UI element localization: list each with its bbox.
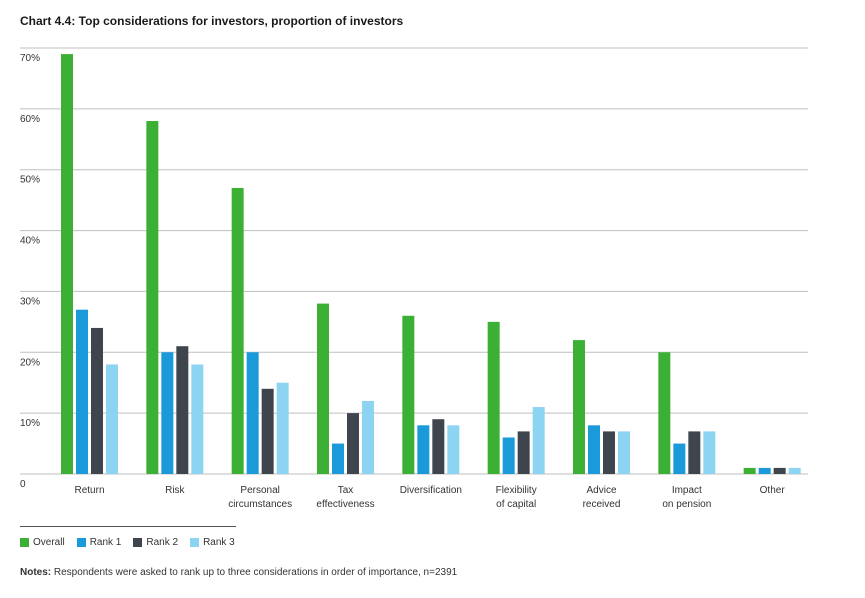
x-tick-label: Other	[760, 485, 786, 496]
legend-swatch-rank1	[76, 538, 86, 547]
x-tick-label-line: Return	[74, 485, 104, 496]
x-tick-label-line: effectiveness	[316, 499, 374, 510]
y-tick-label: 0	[20, 479, 26, 490]
x-tick-label: Advice received	[583, 485, 621, 510]
x-tick-label-line: of capital	[496, 499, 536, 510]
x-tick-label: Return	[74, 485, 104, 496]
legend-item-rank3: Rank 3	[190, 537, 235, 548]
bar-rank2-1	[176, 346, 189, 474]
x-tick-label-line: Other	[760, 485, 786, 496]
x-tick-label-line: circumstances	[228, 499, 292, 510]
x-axis-labels: Return Risk Personal circumstances Tax effect…	[74, 485, 785, 510]
bar-rank1-2	[246, 352, 259, 474]
bar-rank2-5	[517, 431, 530, 474]
x-tick-label: Impact on pension	[662, 485, 711, 510]
bar-rank3-1	[191, 364, 204, 474]
legend-swatch-rank3	[190, 538, 200, 547]
bar-overall-7	[658, 352, 671, 474]
x-tick-label: Flexibility of capital	[496, 485, 537, 510]
x-tick-label-line: Diversification	[400, 485, 462, 496]
y-tick-label: 20%	[20, 357, 40, 368]
x-tick-label: Risk	[165, 485, 185, 496]
y-tick-label: 10%	[20, 418, 40, 429]
bar-rank3-7	[703, 431, 716, 474]
bar-overall-5	[487, 321, 500, 474]
chart-title: Chart 4.4: Top considerations for invest…	[20, 14, 404, 28]
x-tick-label: Personal circumstances	[228, 485, 292, 510]
bar-rank2-6	[603, 431, 615, 474]
legend-divider	[20, 526, 236, 527]
bar-rank1-4	[417, 425, 430, 474]
bar-rank1-7	[673, 443, 686, 474]
legend-label-rank1: Rank 1	[89, 537, 122, 548]
bar-overall-4	[402, 315, 415, 474]
bar-rank1-8	[758, 467, 771, 474]
bar-rank2-8	[773, 467, 786, 474]
bar-overall-8	[743, 467, 756, 474]
bar-rank3-2	[276, 382, 289, 474]
x-tick-label-line: Impact	[672, 485, 702, 496]
bar-chart: 0 10% 20% 30% 40% 50% 60% 70% Return Risk Persona…	[20, 47, 808, 510]
bar-overall-1	[146, 121, 159, 475]
legend-label-overall: Overall	[33, 537, 65, 548]
y-tick-label: 30%	[20, 296, 40, 307]
x-tick-label-line: Personal	[240, 485, 279, 496]
bar-rank1-5	[502, 437, 515, 474]
y-tick-label: 70%	[20, 53, 40, 64]
bar-overall-3	[317, 303, 329, 474]
legend-label-rank2: Rank 2	[146, 537, 179, 548]
x-tick-label-line: received	[583, 499, 621, 510]
y-axis-ticks: 0 10% 20% 30% 40% 50% 60% 70%	[20, 53, 40, 490]
bar-overall-2	[231, 187, 244, 474]
y-tick-label: 50%	[20, 175, 40, 186]
bar-rank3-5	[532, 407, 545, 474]
bar-rank3-3	[362, 400, 374, 474]
bar-rank3-8	[788, 467, 801, 474]
bar-overall-0	[61, 54, 73, 474]
x-tick-label: Tax effectiveness	[316, 485, 374, 510]
bar-rank1-3	[332, 443, 344, 474]
legend: Overall Rank 1 Rank 2 Rank 3	[20, 537, 247, 548]
notes-label: Notes:	[20, 567, 52, 578]
x-tick-label-line: Advice	[586, 485, 616, 496]
bars	[61, 54, 801, 475]
x-tick-label-line: Risk	[165, 485, 185, 496]
legend-label-rank3: Rank 3	[203, 537, 235, 548]
x-tick-label-line: on pension	[662, 499, 711, 510]
x-tick-label: Diversification	[400, 485, 462, 496]
bar-rank2-0	[91, 327, 103, 474]
legend-item-rank2: Rank 2	[133, 537, 178, 548]
bar-rank3-6	[618, 431, 630, 474]
bar-rank1-1	[161, 352, 174, 474]
notes-text: Respondents were asked to rank up to thr…	[51, 567, 458, 578]
y-tick-label: 40%	[20, 236, 40, 247]
bar-rank3-4	[447, 425, 460, 474]
bar-rank2-2	[261, 388, 274, 474]
x-tick-label-line: Flexibility	[496, 485, 537, 496]
legend-item-overall: Overall	[20, 537, 65, 548]
y-tick-label: 60%	[20, 114, 40, 125]
bar-rank2-4	[432, 419, 445, 474]
legend-swatch-overall	[20, 538, 29, 547]
legend-item-rank1: Rank 1	[76, 537, 122, 548]
notes: Notes: Respondents were asked to rank up…	[20, 567, 457, 578]
legend-swatch-rank2	[133, 538, 143, 547]
bar-rank1-6	[588, 425, 600, 474]
bar-rank3-0	[106, 364, 118, 474]
bar-rank2-7	[688, 431, 701, 474]
x-tick-label-line: Tax	[338, 485, 354, 496]
bar-overall-6	[573, 340, 585, 474]
bar-rank1-0	[76, 309, 88, 474]
bar-rank2-3	[347, 413, 359, 474]
